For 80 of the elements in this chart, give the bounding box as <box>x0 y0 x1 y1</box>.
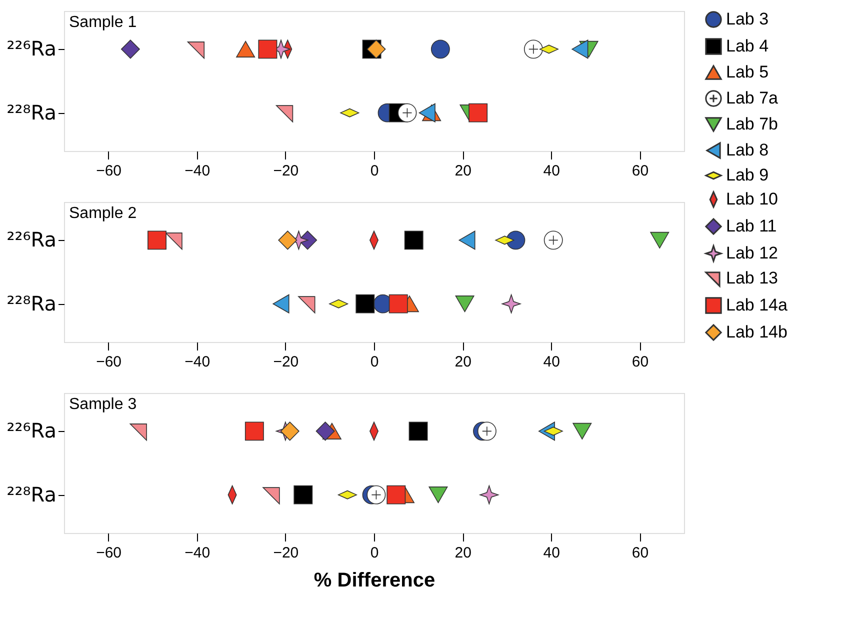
x-tick-label: 20 <box>454 354 472 370</box>
x-tick-label: 0 <box>370 354 379 370</box>
legend-label: Lab 5 <box>726 62 769 82</box>
point <box>455 296 474 312</box>
x-tick-label: −60 <box>96 162 122 180</box>
point <box>418 103 436 122</box>
point <box>404 230 424 250</box>
point <box>244 422 264 441</box>
x-tick-label: −20 <box>273 544 299 562</box>
legend-label: Lab 4 <box>726 36 769 56</box>
x-tick-label: 20 <box>454 544 472 562</box>
point <box>650 232 670 248</box>
legend-label: Lab 7a <box>726 88 779 108</box>
x-tick-label: 0 <box>370 544 379 562</box>
y-tick-label: ²²⁶Ra <box>6 36 56 61</box>
x-tick-label: 60 <box>632 162 649 180</box>
y-tick-label: ²²⁶Ra <box>6 228 56 252</box>
y-tick-label: ²²⁸Ra <box>6 291 56 316</box>
x-tick-label: −20 <box>273 162 299 180</box>
point <box>458 230 476 250</box>
point <box>502 294 521 314</box>
x-tick-label: 40 <box>543 162 560 180</box>
legend-label: Lab 9 <box>726 166 769 184</box>
point <box>480 485 499 504</box>
point <box>386 485 406 504</box>
chart-title: Sample 1 <box>69 14 137 31</box>
point <box>408 422 428 441</box>
x-tick-label: −60 <box>96 544 122 562</box>
point <box>258 40 278 59</box>
y-tick-label: ²²⁸Ra <box>6 482 56 506</box>
point <box>430 40 450 59</box>
x-tick-label: 40 <box>543 354 560 370</box>
chart-title: Sample 3 <box>69 396 137 413</box>
x-tick-label: −40 <box>184 162 210 180</box>
point <box>294 485 313 504</box>
x-tick-label: −40 <box>184 544 210 562</box>
point <box>366 40 386 59</box>
point <box>236 40 256 58</box>
point <box>398 103 417 122</box>
x-tick-label: 0 <box>370 162 379 180</box>
point <box>130 424 147 441</box>
x-axis-title: % Difference <box>314 570 436 592</box>
point <box>276 105 294 122</box>
point <box>272 294 290 314</box>
y-tick-label: ²²⁸Ra <box>6 100 56 124</box>
point <box>278 230 298 250</box>
x-tick-label: −60 <box>96 354 122 370</box>
point <box>428 486 448 504</box>
legend-label: Lab 11 <box>726 216 777 236</box>
point <box>572 422 592 440</box>
legend-label: Lab 3 <box>726 10 769 28</box>
y-tick-label: ²²⁶Ra <box>6 418 56 443</box>
x-tick-label: −20 <box>273 354 299 370</box>
legend-label: Lab 14b <box>726 322 788 342</box>
x-tick-label: 40 <box>543 544 560 562</box>
point <box>468 103 488 122</box>
legend-label: Lab 7b <box>726 114 778 134</box>
point <box>572 40 588 59</box>
point <box>120 40 140 59</box>
legend-label: Lab 12 <box>726 244 778 262</box>
point <box>280 422 300 441</box>
point <box>366 485 386 504</box>
legend-label: Lab 10 <box>726 190 778 208</box>
x-tick-label: 20 <box>454 162 472 180</box>
point <box>477 422 496 441</box>
legend-label: Lab 8 <box>726 140 769 160</box>
point <box>187 42 205 59</box>
x-tick-label: −40 <box>184 354 210 370</box>
legend-label: Lab 13 <box>726 268 778 288</box>
point <box>262 487 280 504</box>
point <box>356 294 375 314</box>
point <box>165 232 182 250</box>
point <box>298 296 316 314</box>
point <box>388 294 408 314</box>
legend-label: Lab 14a <box>726 296 788 314</box>
point <box>148 230 166 250</box>
point <box>316 422 335 441</box>
x-tick-label: 60 <box>632 544 649 562</box>
chart-title: Sample 2 <box>69 205 137 222</box>
x-tick-label: 60 <box>632 354 649 370</box>
